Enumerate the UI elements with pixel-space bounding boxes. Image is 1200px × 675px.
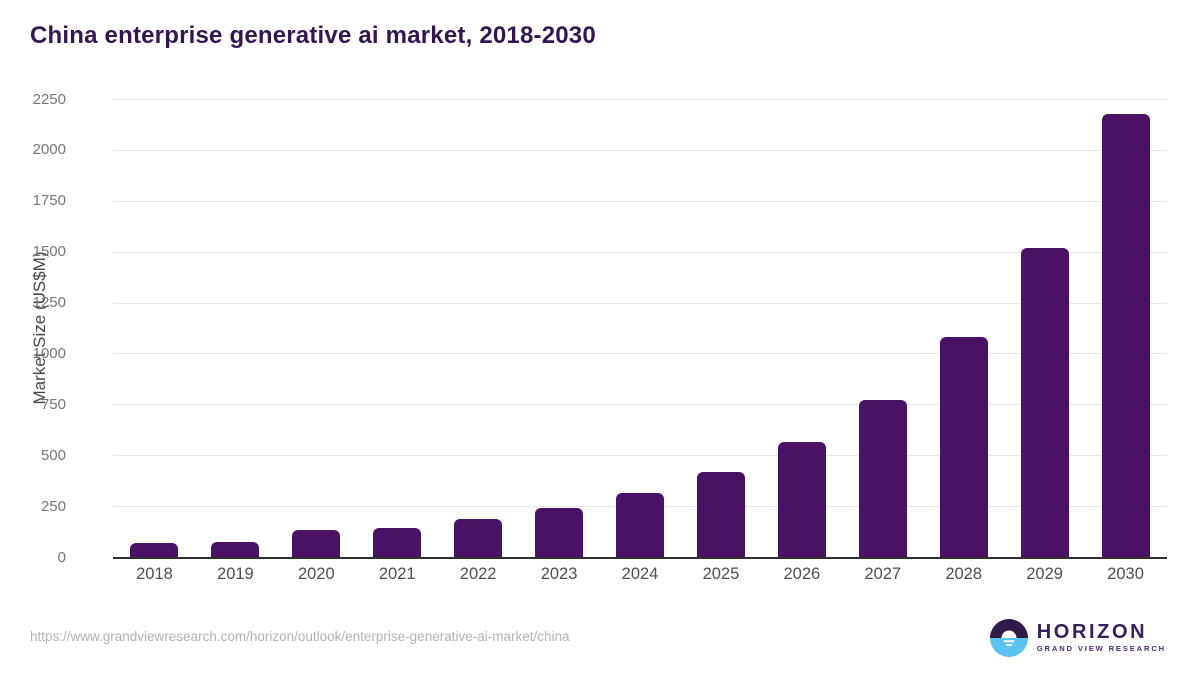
brand-subtitle: GRAND VIEW RESEARCH (1036, 644, 1166, 653)
y-tick-label-500: 500 (40, 446, 66, 464)
y-tick-label-1500: 1500 (32, 243, 66, 261)
bar-2020 (292, 529, 341, 557)
gridline-2250 (113, 99, 1167, 100)
gridline-1250 (113, 302, 1167, 304)
gridline-750 (113, 404, 1167, 406)
bar-2030 (1101, 114, 1150, 557)
bar-2021 (373, 527, 422, 557)
bar-2023 (535, 508, 584, 557)
gridline-1500 (113, 251, 1167, 253)
bar-2026 (777, 442, 826, 557)
x-tick-label-2028: 2028 (945, 565, 983, 583)
plot-area: 0 250 500 750 1000 1250 1500 1750 2000 2250 2018 2… (33, 92, 1167, 583)
y-tick-label-2250: 2250 (32, 90, 66, 108)
y-tick-label-1000: 1000 (32, 344, 66, 362)
bar-2025 (696, 471, 745, 557)
brand-logo: HORIZON GRAND VIEW RESEARCH (989, 619, 1166, 657)
source-url: https://www.grandviewresearch.com/horizo… (30, 629, 570, 644)
horizon-sun-circle-icon (989, 619, 1028, 657)
gridline-1750 (113, 200, 1167, 202)
brand-name: HORIZON (1036, 621, 1148, 643)
chart-title: China enterprise generative ai market, 2… (30, 22, 596, 49)
gridline-1000 (113, 353, 1167, 355)
y-tick-label-1750: 1750 (32, 192, 66, 210)
bar-2024 (616, 492, 664, 557)
bar-2027 (858, 400, 907, 557)
x-axis-line (113, 557, 1167, 559)
bar-2022 (454, 519, 503, 557)
bar-2019 (211, 541, 260, 557)
gridline-500 (113, 455, 1167, 457)
y-tick-label-2000: 2000 (32, 141, 66, 159)
bar-2018 (130, 542, 179, 557)
x-tick-label-2022: 2022 (459, 565, 497, 583)
y-tick-label-250: 250 (40, 497, 66, 515)
x-tick-label-2027: 2027 (864, 565, 902, 583)
x-tick-label-2030: 2030 (1107, 565, 1144, 583)
x-tick-label-2024: 2024 (621, 565, 659, 583)
x-tick-label-2029: 2029 (1026, 565, 1063, 583)
brand-logo-text: HORIZON GRAND VIEW RESEARCH (1037, 622, 1166, 654)
y-tick-label-750: 750 (40, 395, 66, 413)
x-tick-label-2026: 2026 (783, 565, 821, 583)
y-tick-label-0: 0 (57, 548, 66, 566)
x-tick-label-2025: 2025 (702, 565, 740, 583)
y-tick-label-1250: 1250 (32, 294, 66, 312)
bar-2029 (1020, 247, 1069, 557)
x-tick-label-2020: 2020 (297, 565, 335, 583)
x-tick-label-2019: 2019 (217, 565, 254, 583)
x-tick-label-2023: 2023 (540, 565, 578, 583)
gridline-2000 (113, 149, 1167, 151)
x-tick-label-2018: 2018 (136, 565, 173, 583)
x-tick-label-2021: 2021 (378, 565, 416, 583)
bar-2028 (939, 337, 988, 557)
